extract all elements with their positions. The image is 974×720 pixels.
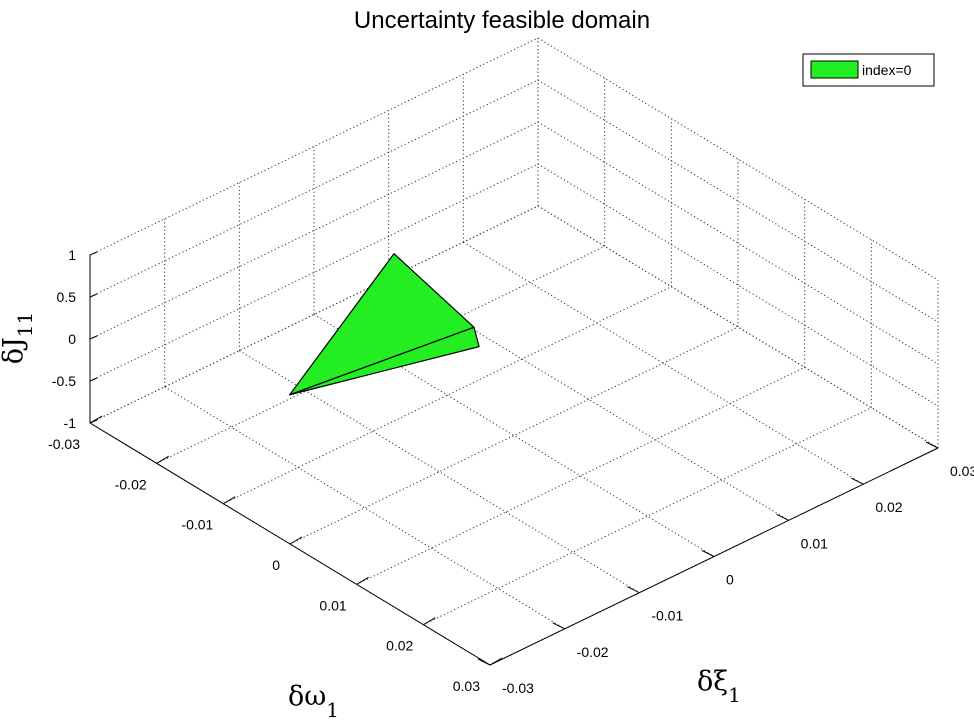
y-tick-label: 0 bbox=[726, 572, 734, 588]
svg-text:δξ1: δξ1 bbox=[697, 666, 741, 707]
legend-swatch bbox=[810, 60, 859, 79]
y-tick-mark bbox=[925, 441, 939, 449]
x-axis-label-text: δω bbox=[288, 681, 326, 712]
y-tick-mark bbox=[627, 586, 640, 594]
legend-label: index=0 bbox=[862, 62, 912, 78]
z-tick-mark bbox=[89, 293, 98, 298]
y-tick-label: 0.02 bbox=[875, 499, 902, 515]
x-tick-label: 0.01 bbox=[319, 597, 346, 613]
x-tick-mark bbox=[489, 657, 503, 666]
x-tick-mark bbox=[423, 617, 436, 626]
z-tick-mark bbox=[89, 419, 98, 424]
y-tick-mark bbox=[701, 550, 715, 557]
x-tick-label: -0.02 bbox=[115, 476, 147, 492]
y-tick-label: -0.02 bbox=[577, 644, 609, 660]
x-tick-mark bbox=[356, 576, 369, 585]
tick-labels: -0.03 -0.02 -0.01 0 0.01 0.02 0.03 -0.03 -0.02 -0… bbox=[48, 247, 974, 696]
patch-layer bbox=[289, 253, 480, 396]
y-tick-label: 0.03 bbox=[950, 463, 974, 479]
z-tick-label: 0.5 bbox=[57, 289, 77, 305]
x-tick-label: -0.03 bbox=[48, 436, 80, 452]
svg-text:δJ11: δJ11 bbox=[0, 312, 37, 365]
z-axis-label-sub: 11 bbox=[13, 312, 37, 337]
z-tick-mark bbox=[89, 377, 98, 382]
y-tick-label: 0.01 bbox=[801, 535, 828, 551]
gridline-wallx-horizontal bbox=[89, 79, 539, 298]
z-axis-label-text: δJ bbox=[0, 337, 29, 364]
patch-face bbox=[289, 253, 475, 396]
z-tick-label: 1 bbox=[68, 247, 76, 263]
x-tick-label: 0.03 bbox=[453, 678, 480, 694]
y-tick-mark bbox=[552, 622, 565, 630]
y-tick-mark bbox=[851, 477, 864, 485]
z-axis-label: δJ11 bbox=[0, 312, 37, 365]
x-tick-label: -0.01 bbox=[181, 517, 213, 533]
x-tick-mark bbox=[289, 536, 303, 545]
gridline-floor-x bbox=[156, 245, 605, 464]
x-tick-mark bbox=[156, 455, 169, 464]
x-tick-mark bbox=[223, 496, 236, 505]
gridline-wallx-horizontal bbox=[89, 205, 539, 424]
y-tick-mark bbox=[477, 658, 491, 666]
x-tick-label: 0 bbox=[272, 557, 280, 573]
x-tick-label: 0.02 bbox=[386, 638, 413, 654]
z-tick-mark bbox=[89, 335, 98, 340]
gridline-wallx-horizontal bbox=[89, 37, 539, 256]
gridline-floor-x bbox=[289, 326, 739, 545]
gridline-wallx-horizontal bbox=[89, 163, 539, 382]
x-axis-label: δω1 bbox=[288, 681, 339, 720]
legend: index=0 bbox=[802, 53, 935, 87]
chart-title: Uncertainty feasible domain bbox=[354, 7, 650, 34]
z-tick-mark bbox=[89, 251, 98, 256]
z-tick-label: -0.5 bbox=[52, 373, 76, 389]
gridline-wallx-horizontal bbox=[89, 121, 539, 340]
patch-face bbox=[289, 326, 480, 396]
y-axis-label-sub: 1 bbox=[728, 683, 741, 707]
x-axis-label-sub: 1 bbox=[326, 698, 339, 720]
y-axis-label-text: δξ bbox=[697, 666, 728, 697]
axes bbox=[89, 251, 939, 666]
gridline-floor-y bbox=[164, 386, 565, 630]
y-tick-label: -0.03 bbox=[502, 680, 534, 696]
z-tick-label: -1 bbox=[64, 415, 77, 431]
y-tick-mark bbox=[776, 513, 789, 521]
z-tick-label: 0 bbox=[68, 331, 76, 347]
grid bbox=[89, 37, 939, 666]
svg-text:δω1: δω1 bbox=[288, 681, 339, 720]
y-axis-label: δξ1 bbox=[697, 666, 741, 707]
gridline-floor-x bbox=[423, 407, 872, 626]
y-tick-label: -0.01 bbox=[651, 608, 683, 624]
